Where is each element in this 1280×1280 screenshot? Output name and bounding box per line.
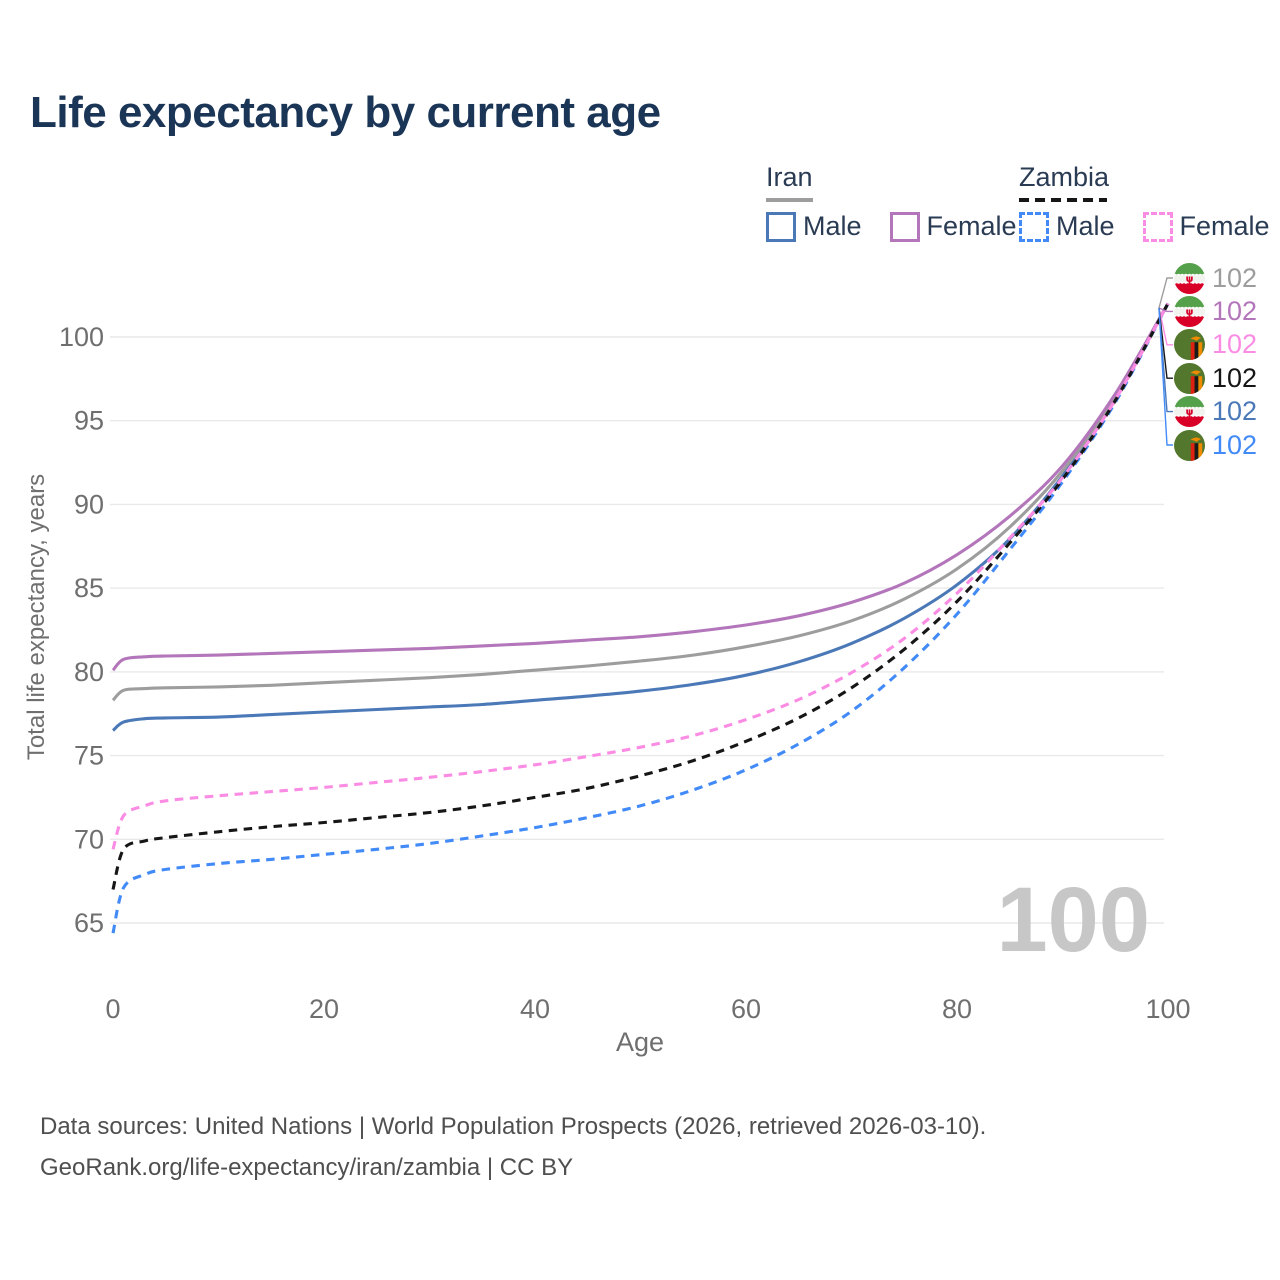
footer: Data sources: United Nations | World Pop…: [40, 1106, 986, 1188]
legend-label-iran-male[interactable]: Male: [803, 211, 862, 241]
legend-underline-iran: [766, 198, 813, 202]
x-axis-title: Age: [616, 1027, 664, 1057]
age-watermark: 100: [997, 869, 1151, 971]
legend-group-zambia: Zambia Male Female: [1019, 162, 1270, 242]
x-tick-label-100: 100: [1145, 994, 1190, 1024]
legend-label-zambia-male[interactable]: Male: [1056, 211, 1115, 241]
y-tick-label-100: 100: [59, 322, 104, 352]
legend-swatch-zambia-male[interactable]: [1019, 211, 1049, 242]
legend-label-iran-female[interactable]: Female: [926, 211, 1017, 241]
y-tick-label-65: 65: [74, 908, 104, 938]
y-tick-label-70: 70: [74, 824, 104, 854]
series-line-zambia-female[interactable]: [111, 302, 1170, 850]
y-tick-label-90: 90: [74, 489, 104, 519]
legend-group-iran: Iran Male Female: [766, 162, 1017, 242]
series-line-iran-female[interactable]: [111, 302, 1170, 672]
leader-line-iran-total: [1158, 277, 1173, 309]
footer-source-line: Data sources: United Nations | World Pop…: [40, 1113, 987, 1140]
leader-line-iran-female: [1158, 307, 1173, 313]
x-tick-label-0: 0: [105, 994, 120, 1024]
x-tick-label-60: 60: [731, 994, 761, 1024]
y-tick-label-95: 95: [74, 406, 104, 436]
x-tick-label-20: 20: [309, 994, 339, 1024]
legend-swatch-iran-male[interactable]: [766, 211, 796, 242]
leader-line-zambia-male: [1158, 307, 1173, 446]
y-tick-label-85: 85: [74, 573, 104, 603]
legend-swatch-zambia-female[interactable]: [1142, 211, 1173, 242]
leader-line-zambia-total: [1158, 307, 1173, 379]
y-tick-label-80: 80: [74, 657, 104, 687]
series-line-iran-total[interactable]: [111, 302, 1170, 702]
footer-attribution-line: GeoRank.org/life-expectancy/iran/zambia …: [40, 1154, 574, 1181]
y-tick-label-75: 75: [74, 741, 104, 771]
y-axis-title: Total life expectancy, years: [23, 474, 50, 760]
legend-country-iran[interactable]: Iran: [766, 162, 813, 192]
legend-underline-zambia: [1019, 198, 1107, 202]
legend-label-zambia-female[interactable]: Female: [1179, 211, 1270, 241]
legend-country-zambia[interactable]: Zambia: [1019, 162, 1110, 192]
leader-line-zambia-female: [1158, 307, 1173, 346]
page-title: Life expectancy by current age: [30, 88, 661, 137]
x-tick-label-40: 40: [520, 994, 550, 1024]
x-tick-label-80: 80: [942, 994, 972, 1024]
legend-swatch-iran-female[interactable]: [889, 211, 920, 242]
series-line-zambia-total[interactable]: [111, 302, 1170, 890]
